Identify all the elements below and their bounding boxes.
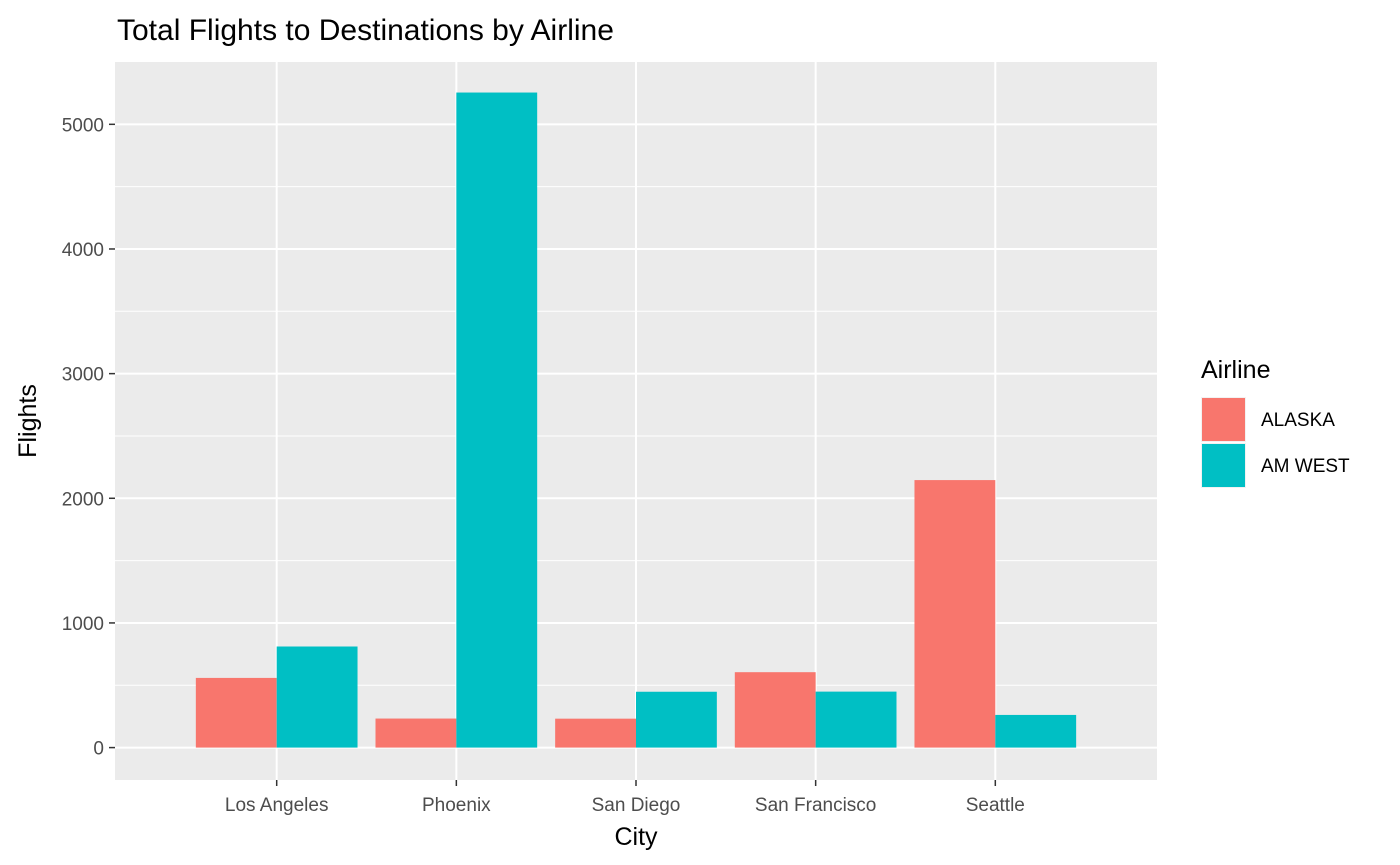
- y-axis-ticks: 0 1000 2000 3000 4000 5000: [62, 115, 115, 760]
- bar: [555, 718, 636, 748]
- bar: [195, 677, 277, 748]
- x-tick-label: San Diego: [592, 795, 681, 816]
- bar: [276, 646, 358, 748]
- bar: [636, 691, 717, 748]
- legend-label: ALASKA: [1261, 410, 1335, 431]
- major-gridlines: [115, 62, 1157, 780]
- bar: [456, 92, 538, 748]
- bar: [914, 480, 996, 748]
- y-axis-title: Flights: [14, 384, 42, 458]
- bar: [375, 718, 457, 748]
- y-tick-label: 2000: [62, 489, 104, 510]
- bar: [815, 691, 897, 748]
- y-tick-label: 5000: [62, 115, 104, 136]
- legend-label: AM WEST: [1261, 456, 1350, 477]
- legend-items: ALASKA AM WEST: [1201, 397, 1350, 488]
- x-tick-label: Phoenix: [422, 795, 491, 816]
- x-axis-ticks: Los Angeles Phoenix San Diego San Francisco…: [225, 780, 1025, 816]
- x-tick-label: Seattle: [966, 795, 1025, 816]
- legend-title: Airline: [1201, 356, 1270, 384]
- legend: Airline ALASKA AM WEST: [1201, 356, 1350, 488]
- x-tick-label: Los Angeles: [225, 795, 329, 816]
- bar: [995, 714, 1077, 748]
- y-tick-label: 4000: [62, 240, 104, 261]
- y-tick-label: 3000: [62, 365, 104, 386]
- x-tick-label: San Francisco: [755, 795, 876, 816]
- x-axis-title: City: [614, 823, 658, 851]
- legend-key-swatch: [1202, 398, 1245, 441]
- bars: [195, 92, 1077, 748]
- legend-key-swatch: [1202, 444, 1245, 487]
- bar: [734, 672, 816, 748]
- chart-title: Total Flights to Destinations by Airline: [117, 14, 614, 47]
- y-tick-label: 0: [93, 739, 104, 760]
- y-tick-label: 1000: [62, 614, 104, 635]
